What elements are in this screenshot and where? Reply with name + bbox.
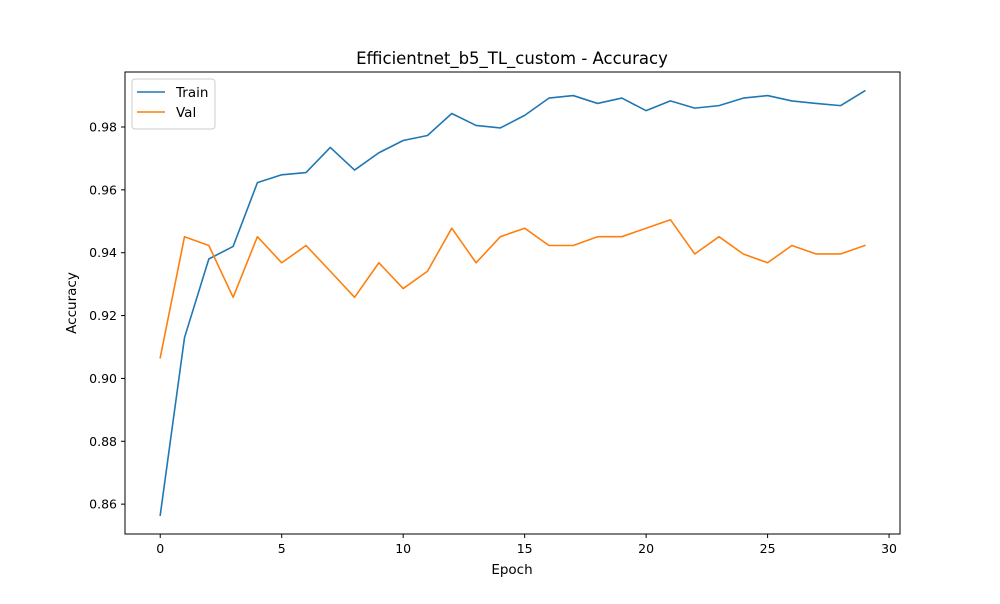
- x-tick-label: 15: [517, 541, 533, 556]
- legend-label-val: Val: [176, 105, 196, 121]
- x-tick-label: 10: [395, 541, 411, 556]
- series-line-train: [159, 89, 866, 517]
- plot-area-frame: [124, 71, 901, 535]
- x-axis-label: Epoch: [491, 562, 532, 578]
- y-tick-label: 0.92: [89, 308, 117, 323]
- legend-label-train: Train: [175, 85, 208, 101]
- chart-title: Efficientnet_b5_TL_custom - Accuracy: [356, 49, 668, 69]
- y-tick-label: 0.86: [89, 497, 117, 512]
- x-tick-label: 20: [638, 541, 654, 556]
- x-tick-label: 0: [156, 541, 164, 556]
- y-tick-label: 0.96: [89, 182, 117, 197]
- series-lines: [159, 89, 866, 517]
- y-axis-ticks: 0.86 0.88 0.90 0.92 0.94 0.96 0.98: [89, 120, 125, 512]
- y-tick-label: 0.90: [89, 371, 117, 386]
- y-tick-label: 0.94: [89, 245, 117, 260]
- series-line-val: [159, 218, 866, 359]
- legend: Train Val: [131, 78, 216, 130]
- x-tick-label: 30: [881, 541, 897, 556]
- x-tick-label: 5: [278, 541, 286, 556]
- y-axis-label: Accuracy: [64, 272, 80, 334]
- x-axis-ticks: 0 5 10 15 20 25 30: [156, 534, 897, 556]
- x-tick-label: 25: [760, 541, 776, 556]
- y-tick-label: 0.98: [89, 120, 117, 135]
- y-tick-label: 0.88: [89, 434, 117, 449]
